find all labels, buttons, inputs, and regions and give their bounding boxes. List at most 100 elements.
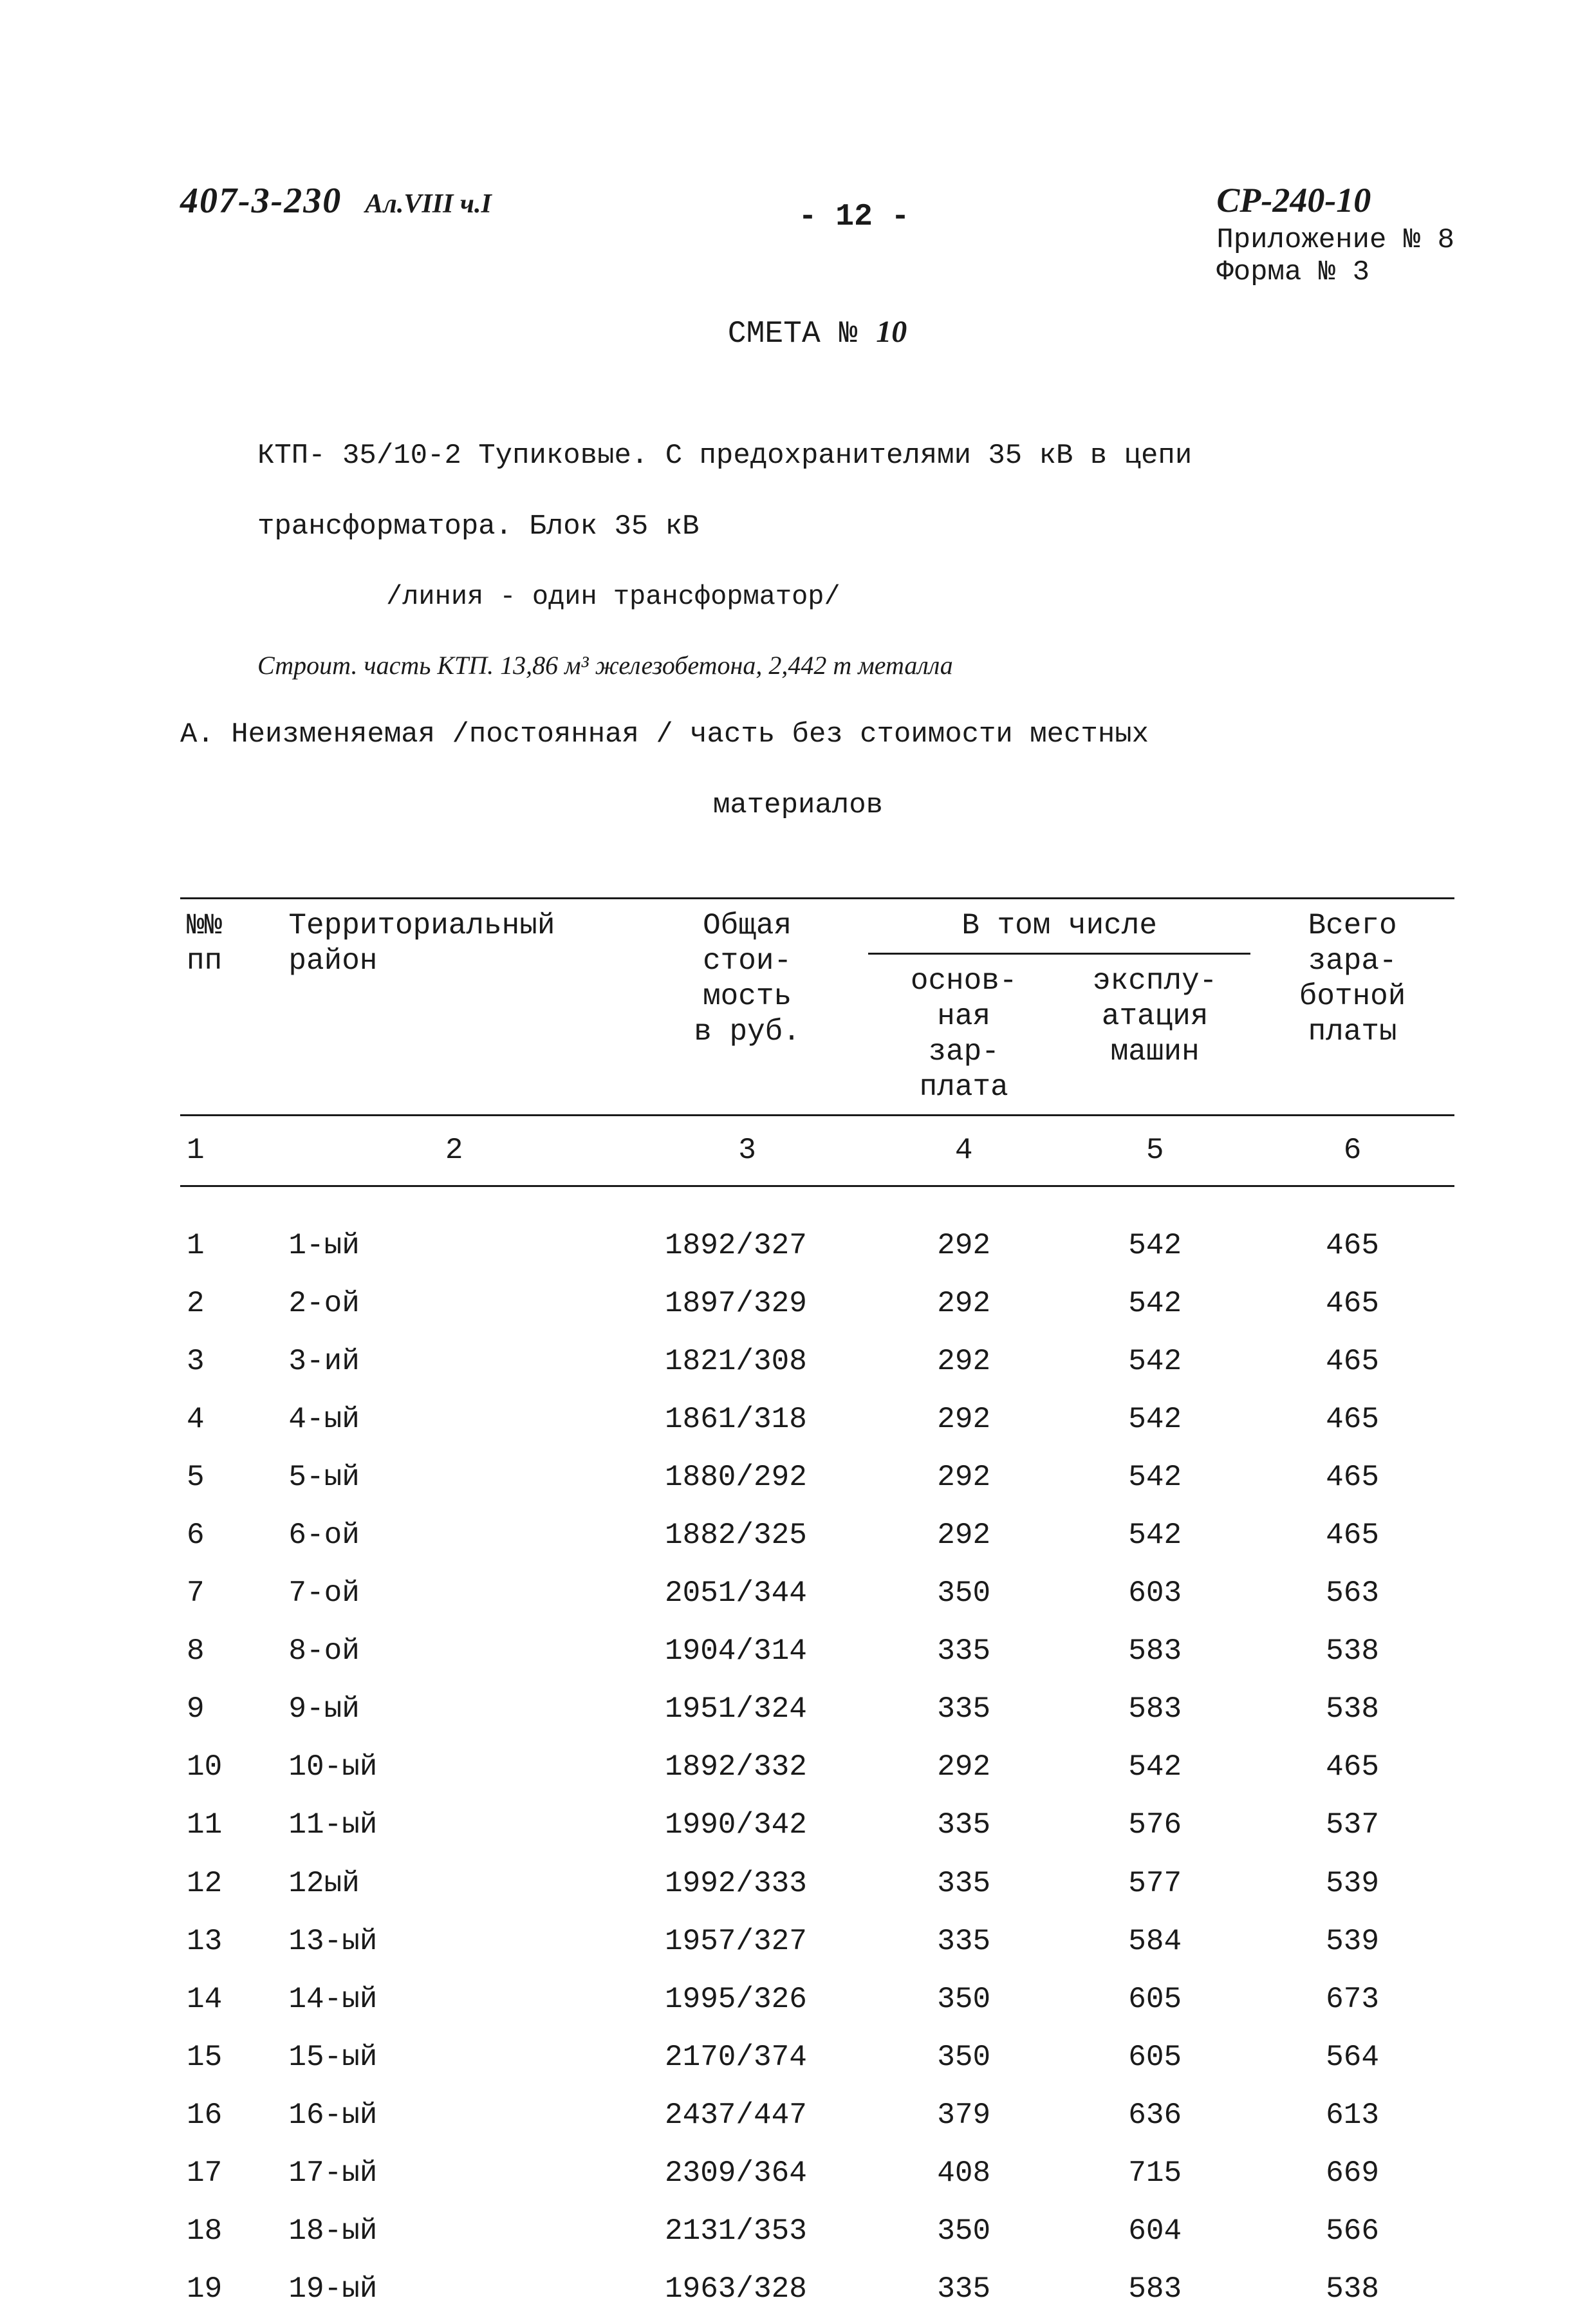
cell-num: 10 xyxy=(180,1738,282,1796)
cell-num: 2 xyxy=(180,1275,282,1332)
col-header-salary: Всегозара-ботнойплаты xyxy=(1250,898,1454,1116)
cell-num: 13 xyxy=(180,1912,282,1970)
cell-num: 12 xyxy=(180,1855,282,1912)
table-header-row-1: №№пп Территориальныйрайон Общаястои-мост… xyxy=(180,898,1454,953)
header-right: СР-240-10 Приложение № 8 Форма № 3 xyxy=(1216,180,1454,288)
document-title: СМЕТА № 10 xyxy=(180,314,1454,351)
cell-region: 16-ый xyxy=(282,2086,626,2144)
cell-total-salary: 673 xyxy=(1250,1970,1454,2028)
cell-num: 15 xyxy=(180,2028,282,2086)
cell-basic-salary: 408 xyxy=(868,2144,1059,2202)
cell-num: 9 xyxy=(180,1680,282,1738)
cell-total: 1992/333 xyxy=(626,1855,868,1912)
cell-total: 2051/344 xyxy=(626,1564,868,1622)
cell-total-salary: 465 xyxy=(1250,1332,1454,1390)
table-row: 1212ый1992/333335577539 xyxy=(180,1855,1454,1912)
cell-basic-salary: 350 xyxy=(868,1970,1059,2028)
cell-num: 7 xyxy=(180,1564,282,1622)
cell-machines: 542 xyxy=(1059,1275,1250,1332)
cell-total: 1963/328 xyxy=(626,2260,868,2318)
cell-total: 1882/325 xyxy=(626,1506,868,1564)
cell-machines: 604 xyxy=(1059,2202,1250,2260)
col-header-region: Территориальныйрайон xyxy=(282,898,626,1116)
cell-region: 10-ый xyxy=(282,1738,626,1796)
table-row: 1111-ый1990/342335576537 xyxy=(180,1796,1454,1854)
document-header: 407-3-230 Ал.VIII ч.I - 12 - СР-240-10 П… xyxy=(180,180,1454,288)
cell-machines: 542 xyxy=(1059,1332,1250,1390)
cell-basic-salary: 292 xyxy=(868,1738,1059,1796)
table-row: 55-ый1880/292292542465 xyxy=(180,1448,1454,1506)
cell-num: 1 xyxy=(180,1186,282,1275)
cell-machines: 577 xyxy=(1059,1855,1250,1912)
cell-machines: 636 xyxy=(1059,2086,1250,2144)
col-header-machines: эксплу-атациямашин xyxy=(1059,953,1250,1116)
smeta-number: 10 xyxy=(876,315,907,349)
cell-total: 1990/342 xyxy=(626,1796,868,1854)
column-numbers-row: 1 2 3 4 5 6 xyxy=(180,1116,1454,1186)
cell-total-salary: 465 xyxy=(1250,1390,1454,1448)
album-ref: Ал.VIII ч.I xyxy=(365,189,492,219)
desc-line-6: материалов xyxy=(180,788,1416,823)
cell-num: 5 xyxy=(180,1448,282,1506)
cell-total: 1892/332 xyxy=(626,1738,868,1796)
colnum-5: 5 xyxy=(1059,1116,1250,1186)
cell-basic-salary: 335 xyxy=(868,1855,1059,1912)
cell-machines: 715 xyxy=(1059,2144,1250,2202)
table-row: 1010-ый1892/332292542465 xyxy=(180,1738,1454,1796)
cell-region: 7-ой xyxy=(282,1564,626,1622)
colnum-4: 4 xyxy=(868,1116,1059,1186)
table-row: 33-ий1821/308292542465 xyxy=(180,1332,1454,1390)
cell-region: 12ый xyxy=(282,1855,626,1912)
colnum-2: 2 xyxy=(282,1116,626,1186)
cell-region: 3-ий xyxy=(282,1332,626,1390)
table-row: 1414-ый1995/326350605673 xyxy=(180,1970,1454,2028)
table-row: 77-ой2051/344350603563 xyxy=(180,1564,1454,1622)
cell-num: 6 xyxy=(180,1506,282,1564)
cell-basic-salary: 292 xyxy=(868,1390,1059,1448)
cell-basic-salary: 335 xyxy=(868,1622,1059,1680)
cell-basic-salary: 292 xyxy=(868,1275,1059,1332)
cell-machines: 542 xyxy=(1059,1448,1250,1506)
cell-total-salary: 613 xyxy=(1250,2086,1454,2144)
colnum-3: 3 xyxy=(626,1116,868,1186)
cell-basic-salary: 350 xyxy=(868,2028,1059,2086)
cell-num: 4 xyxy=(180,1390,282,1448)
cell-num: 14 xyxy=(180,1970,282,2028)
cell-machines: 542 xyxy=(1059,1738,1250,1796)
cell-total: 1897/329 xyxy=(626,1275,868,1332)
desc-line-3: /линия - один трансформатор/ xyxy=(386,580,1416,614)
cell-total-salary: 539 xyxy=(1250,1855,1454,1912)
cell-num: 3 xyxy=(180,1332,282,1390)
cell-region: 13-ый xyxy=(282,1912,626,1970)
cell-total-salary: 465 xyxy=(1250,1186,1454,1275)
cell-total: 2309/364 xyxy=(626,2144,868,2202)
cell-total-salary: 465 xyxy=(1250,1506,1454,1564)
cell-basic-salary: 350 xyxy=(868,1564,1059,1622)
cell-total: 1951/324 xyxy=(626,1680,868,1738)
cell-total-salary: 465 xyxy=(1250,1738,1454,1796)
description-block: КТП- 35/10-2 Тупиковые. С предохранителя… xyxy=(257,403,1416,859)
cell-total: 2437/447 xyxy=(626,2086,868,2144)
cell-total: 1995/326 xyxy=(626,1970,868,2028)
cell-total: 1861/318 xyxy=(626,1390,868,1448)
cell-total-salary: 538 xyxy=(1250,1622,1454,1680)
cell-region: 2-ой xyxy=(282,1275,626,1332)
cell-machines: 583 xyxy=(1059,2260,1250,2318)
cell-region: 19-ый xyxy=(282,2260,626,2318)
cell-machines: 605 xyxy=(1059,2028,1250,2086)
cell-total: 1892/327 xyxy=(626,1186,868,1275)
cell-num: 11 xyxy=(180,1796,282,1854)
cell-region: 11-ый xyxy=(282,1796,626,1854)
cell-region: 6-ой xyxy=(282,1506,626,1564)
cell-region: 14-ый xyxy=(282,1970,626,2028)
cell-region: 5-ый xyxy=(282,1448,626,1506)
appendix-label: Приложение № 8 xyxy=(1216,224,1454,256)
table-row: 1919-ый1963/328335583538 xyxy=(180,2260,1454,2318)
cell-machines: 542 xyxy=(1059,1506,1250,1564)
cell-machines: 542 xyxy=(1059,1186,1250,1275)
col-header-basic: основ-наязар-плата xyxy=(868,953,1059,1116)
cell-region: 15-ый xyxy=(282,2028,626,2086)
cell-machines: 584 xyxy=(1059,1912,1250,1970)
cell-total: 1957/327 xyxy=(626,1912,868,1970)
colnum-6: 6 xyxy=(1250,1116,1454,1186)
